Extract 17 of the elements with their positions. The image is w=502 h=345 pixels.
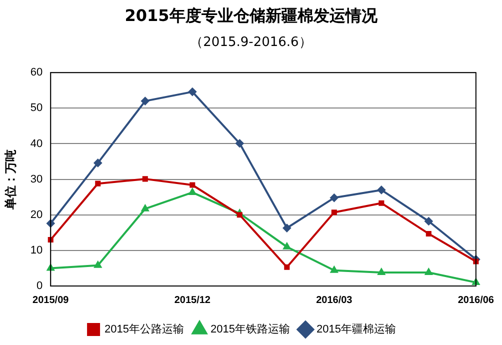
y-tick-label: 10 xyxy=(30,244,43,256)
x-tick-label: 2015/09 xyxy=(32,294,70,306)
y-axis-title: 单位：万吨 xyxy=(4,149,18,210)
y-tick-label: 60 xyxy=(30,66,43,79)
y-tick-label: 40 xyxy=(30,138,43,150)
y-tick-label: 50 xyxy=(30,102,43,114)
y-tick-label: 20 xyxy=(30,208,43,221)
x-tick-label: 2016/06 xyxy=(458,294,494,306)
x-tick-label: 2015/12 xyxy=(174,294,211,306)
x-tick-label: 2016/03 xyxy=(316,294,353,306)
y-tick-label: 0 xyxy=(36,280,43,292)
legend-label: 2015年铁路运输 xyxy=(210,322,290,336)
chart-subtitle: （2015.9-2016.6） xyxy=(189,34,313,51)
legend-label: 2015年疆棉运输 xyxy=(316,322,396,336)
legend-label: 2015年公路运输 xyxy=(104,322,184,336)
chart-title: 2015年度专业仓储新疆棉发运情况 xyxy=(124,6,378,27)
y-tick-label: 30 xyxy=(30,173,43,186)
